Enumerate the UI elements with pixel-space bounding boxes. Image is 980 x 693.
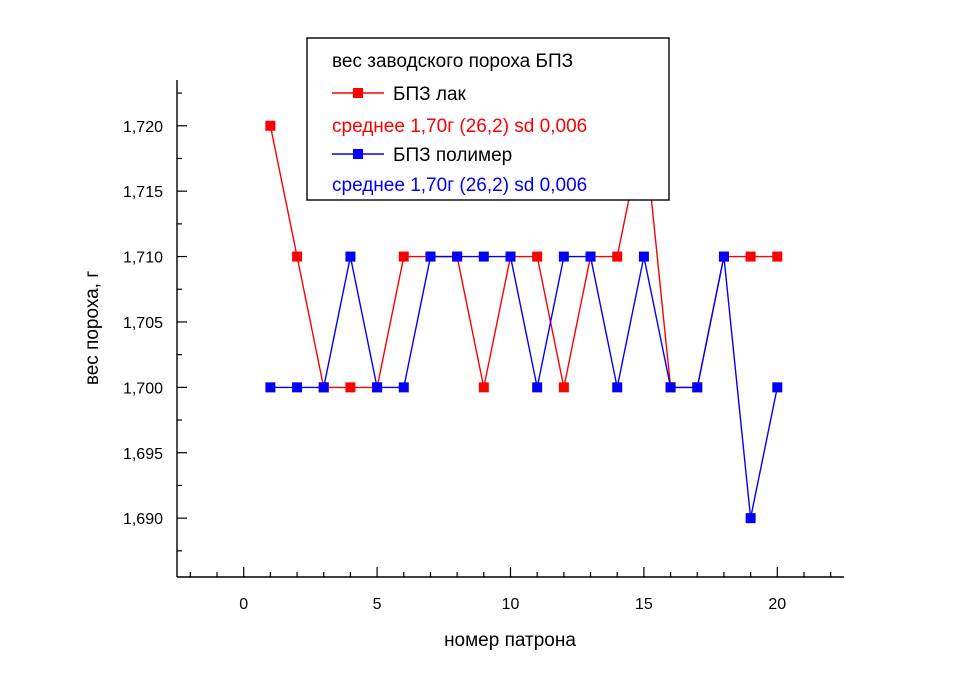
y-tick-label: 1,720 — [123, 119, 163, 136]
series-1-point — [478, 382, 489, 393]
series-2-point — [345, 251, 356, 262]
legend: вес заводского пороха БПЗ БПЗ лак средне… — [306, 37, 670, 201]
series-1-point — [532, 251, 543, 262]
series-2-point — [772, 382, 783, 393]
series-1-point — [265, 120, 276, 131]
y-tick-label: 1,690 — [123, 511, 163, 528]
legend-box — [306, 37, 670, 201]
series-1-point — [345, 382, 356, 393]
series-2-point — [478, 251, 489, 262]
series-1-point — [772, 251, 783, 262]
series-2-point — [318, 382, 329, 393]
series-2-point — [612, 382, 623, 393]
series-1-point — [745, 251, 756, 262]
series-2-point — [292, 382, 303, 393]
series-1-point — [292, 251, 303, 262]
y-tick-label: 1,700 — [123, 380, 163, 397]
series-2-point — [532, 382, 543, 393]
series-2-point — [585, 251, 596, 262]
series-2-point — [265, 382, 276, 393]
legend-label-lak: БПЗ лак — [393, 84, 467, 105]
series-2-point — [558, 251, 569, 262]
series-2-point — [745, 513, 756, 524]
legend-title: вес заводского пороха БПЗ — [332, 51, 573, 72]
series-2-point — [718, 251, 729, 262]
series-2-point — [665, 382, 676, 393]
x-tick-label: 10 — [502, 596, 520, 613]
legend-note-lak: среднее 1,70г (26,2) sd 0,006 — [332, 116, 587, 137]
x-tick-label: 5 — [373, 596, 382, 613]
x-tick-label: 20 — [768, 596, 786, 613]
legend-note-polimer: среднее 1,70г (26,2) sd 0,006 — [332, 175, 587, 196]
x-axis-title: номер патрона — [444, 630, 576, 651]
series-2-point — [425, 251, 436, 262]
legend-label-polimer: БПЗ полимер — [393, 145, 512, 166]
x-tick-label: 0 — [239, 596, 248, 613]
y-axis-title: вес пороха, г — [82, 271, 103, 385]
series-1-point — [612, 251, 623, 262]
series-1-point — [558, 382, 569, 393]
y-tick-label: 1,695 — [123, 446, 163, 463]
series-2-point — [372, 382, 383, 393]
y-tick-label: 1,705 — [123, 315, 163, 332]
legend-swatch-marker-polimer — [353, 149, 363, 159]
series-2-point — [692, 382, 703, 393]
plot-area — [265, 120, 783, 524]
y-tick-label: 1,715 — [123, 184, 163, 201]
series-2-point — [638, 251, 649, 262]
series-1-point — [398, 251, 409, 262]
y-tick-label: 1,710 — [123, 250, 163, 267]
series-2-point — [398, 382, 409, 393]
series-2-point — [505, 251, 516, 262]
x-tick-label: 15 — [635, 596, 653, 613]
series-2-point — [452, 251, 463, 262]
legend-swatch-marker-lak — [353, 88, 363, 98]
axes: 0 5 10 15 20 1,690 1,695 1,700 1,705 1,710 1,715 1,… — [123, 80, 844, 613]
